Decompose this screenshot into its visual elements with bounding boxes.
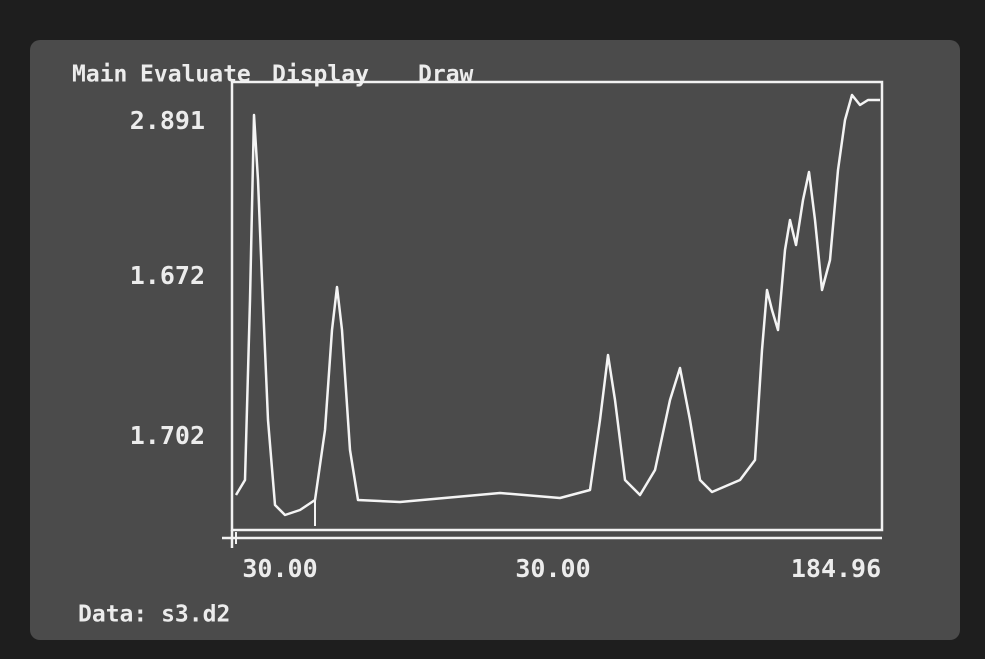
x-label: 30.00: [242, 554, 317, 583]
x-label: 30.00: [515, 554, 590, 583]
status-line: Data: s3.d2: [78, 602, 230, 628]
menu-item[interactable]: Main: [72, 62, 127, 88]
y-label: 2.891: [130, 106, 205, 135]
page: Main Evaluate Display Draw 2.891 1.672 1.70…: [0, 0, 985, 659]
y-label: 1.672: [130, 261, 205, 290]
menu-item[interactable]: Evaluate: [140, 62, 251, 88]
y-label: 1.702: [130, 421, 205, 450]
x-label: 184.96: [791, 554, 881, 583]
screen: Main Evaluate Display Draw 2.891 1.672 1.70…: [0, 0, 985, 659]
menu-item[interactable]: Draw: [418, 62, 474, 88]
menu-item[interactable]: Display: [272, 62, 369, 88]
